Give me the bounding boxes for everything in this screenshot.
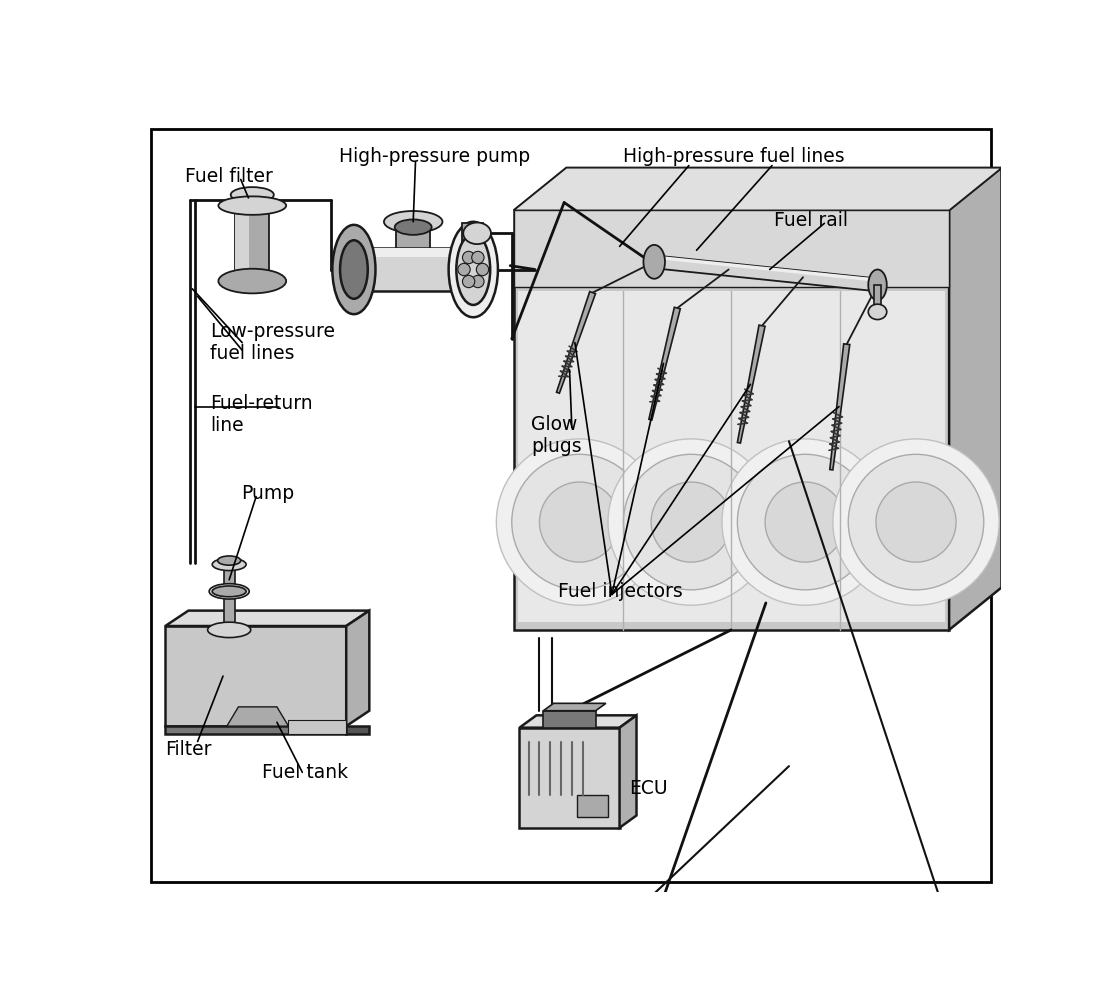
Polygon shape bbox=[543, 703, 605, 711]
Bar bbox=[520, 727, 620, 828]
Ellipse shape bbox=[737, 455, 873, 590]
Ellipse shape bbox=[384, 211, 443, 233]
Ellipse shape bbox=[496, 440, 662, 605]
Ellipse shape bbox=[219, 270, 287, 294]
Bar bbox=[514, 211, 949, 288]
Text: High-pressure pump: High-pressure pump bbox=[339, 147, 530, 166]
Ellipse shape bbox=[456, 234, 491, 306]
Ellipse shape bbox=[332, 225, 376, 315]
Ellipse shape bbox=[869, 271, 886, 301]
Ellipse shape bbox=[458, 265, 471, 277]
Bar bbox=[353, 248, 473, 258]
Ellipse shape bbox=[219, 197, 287, 215]
Ellipse shape bbox=[231, 188, 274, 203]
Bar bbox=[353, 248, 473, 292]
Bar bbox=[244, 195, 260, 206]
Bar bbox=[518, 292, 946, 622]
Polygon shape bbox=[649, 308, 680, 421]
Bar bbox=[543, 711, 595, 727]
Polygon shape bbox=[830, 345, 850, 470]
Ellipse shape bbox=[540, 483, 620, 562]
Polygon shape bbox=[514, 168, 1001, 211]
Ellipse shape bbox=[765, 483, 845, 562]
Ellipse shape bbox=[212, 586, 246, 597]
Polygon shape bbox=[289, 720, 347, 734]
Ellipse shape bbox=[217, 556, 241, 565]
Polygon shape bbox=[556, 293, 595, 394]
Bar bbox=[578, 796, 608, 818]
Polygon shape bbox=[737, 326, 765, 444]
Polygon shape bbox=[650, 256, 876, 283]
Bar bbox=[165, 626, 347, 726]
Polygon shape bbox=[347, 611, 369, 726]
Text: Pump: Pump bbox=[241, 483, 294, 502]
Ellipse shape bbox=[849, 455, 983, 590]
Ellipse shape bbox=[623, 455, 759, 590]
Polygon shape bbox=[165, 611, 369, 626]
Ellipse shape bbox=[207, 622, 251, 638]
Ellipse shape bbox=[463, 277, 475, 289]
Text: Fuel tank: Fuel tank bbox=[262, 763, 348, 782]
Ellipse shape bbox=[212, 559, 246, 571]
Bar bbox=[165, 726, 347, 734]
Polygon shape bbox=[226, 707, 289, 726]
Text: Fuel filter: Fuel filter bbox=[184, 166, 272, 185]
Ellipse shape bbox=[651, 483, 731, 562]
Ellipse shape bbox=[463, 253, 475, 265]
Polygon shape bbox=[650, 256, 882, 293]
Text: ECU: ECU bbox=[630, 778, 668, 797]
Ellipse shape bbox=[723, 440, 889, 605]
Text: Low-pressure
fuel lines: Low-pressure fuel lines bbox=[210, 322, 334, 363]
Polygon shape bbox=[514, 168, 1001, 211]
Bar bbox=[235, 206, 249, 282]
Polygon shape bbox=[620, 715, 637, 828]
Ellipse shape bbox=[476, 265, 488, 277]
Ellipse shape bbox=[833, 440, 999, 605]
Ellipse shape bbox=[472, 277, 484, 289]
Bar bbox=[347, 726, 369, 734]
Ellipse shape bbox=[472, 253, 484, 265]
Ellipse shape bbox=[876, 483, 956, 562]
Ellipse shape bbox=[231, 198, 274, 214]
Ellipse shape bbox=[340, 241, 368, 300]
Text: Filter: Filter bbox=[165, 739, 212, 759]
Ellipse shape bbox=[869, 305, 886, 321]
Bar bbox=[874, 286, 881, 313]
Ellipse shape bbox=[395, 220, 432, 235]
Ellipse shape bbox=[643, 245, 665, 280]
Text: Fuel rail: Fuel rail bbox=[774, 211, 847, 230]
Bar bbox=[514, 211, 949, 630]
Text: Fuel-return
line: Fuel-return line bbox=[210, 394, 312, 434]
Bar bbox=[235, 206, 269, 282]
Text: High-pressure fuel lines: High-pressure fuel lines bbox=[623, 147, 845, 166]
Text: Glow
plugs: Glow plugs bbox=[531, 414, 582, 455]
Bar bbox=[224, 565, 234, 626]
Ellipse shape bbox=[512, 455, 648, 590]
Text: Fuel injectors: Fuel injectors bbox=[558, 582, 682, 601]
Ellipse shape bbox=[463, 223, 491, 244]
Polygon shape bbox=[520, 715, 637, 727]
Bar bbox=[462, 224, 483, 244]
Ellipse shape bbox=[210, 584, 249, 599]
Bar bbox=[396, 222, 430, 250]
Ellipse shape bbox=[608, 440, 774, 605]
Polygon shape bbox=[949, 168, 1001, 630]
Ellipse shape bbox=[448, 222, 498, 318]
